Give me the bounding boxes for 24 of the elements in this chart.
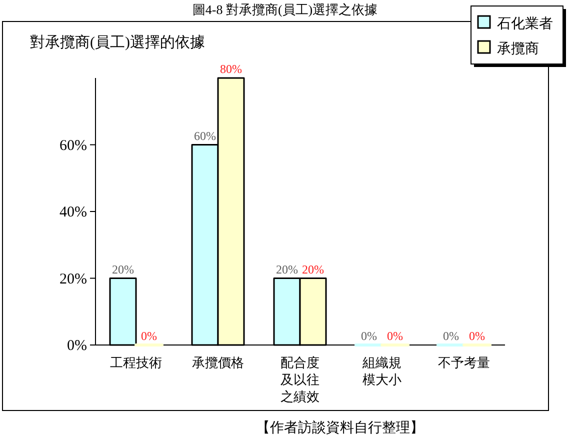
value-label: 0% [361, 329, 377, 343]
tick-label: 60% [60, 138, 87, 154]
category-label: 工程技術 [110, 355, 162, 370]
value-label: 0% [141, 329, 157, 343]
tick-label: 40% [60, 204, 87, 220]
value-label: 20% [112, 262, 134, 276]
category-label: 組織規模大小 [362, 355, 402, 387]
tick-label: 20% [60, 271, 87, 288]
category-label: 不予考量 [438, 355, 490, 370]
value-label: 0% [469, 329, 485, 343]
value-label: 0% [387, 329, 403, 343]
annotation: 【作者訪談資料自行整理】 [256, 421, 424, 436]
value-label: 0% [443, 329, 459, 343]
value-label: 60% [194, 128, 216, 143]
category-label: 承攬價格 [192, 355, 244, 370]
value-label: 20% [302, 262, 324, 276]
category-label: 配合度及以往之績效 [280, 355, 320, 404]
subtitle: 對承攬商(員工)選擇的依據 [30, 35, 205, 51]
title: 圖4-8 對承攬商(員工)選擇之依據 [192, 2, 378, 17]
tick-label: 0% [67, 338, 87, 354]
legend-label: 石化業者 [497, 17, 553, 32]
value-label: 80% [220, 62, 242, 76]
value-label: 20% [276, 262, 298, 276]
legend-label: 承攬商 [497, 42, 539, 57]
